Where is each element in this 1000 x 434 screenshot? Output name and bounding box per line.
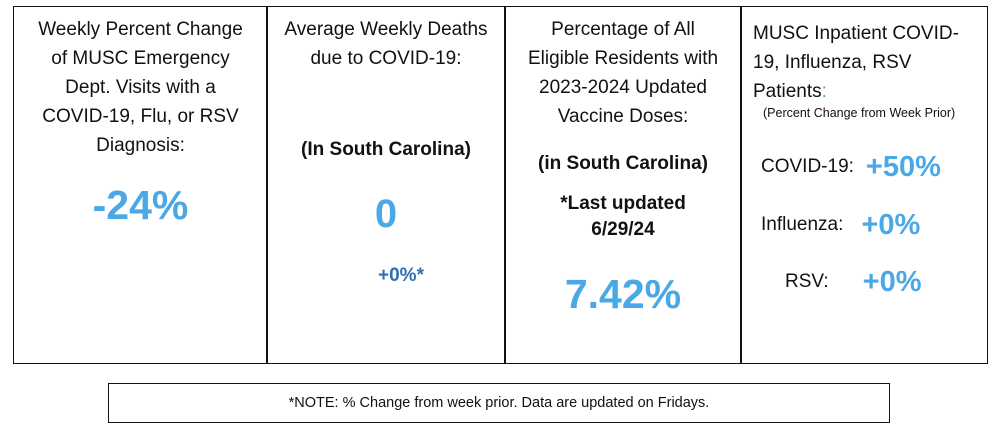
inpatient-row-influenza: Influenza: +0% bbox=[761, 205, 920, 245]
inpatient-row-covid: COVID-19: +50% bbox=[761, 147, 941, 187]
ed-visits-panel: Weekly Percent Change of MUSC Emergency … bbox=[13, 6, 268, 364]
weekly-deaths-panel: Average Weekly Deaths due to COVID-19: (… bbox=[266, 6, 506, 364]
vaccine-location: (in South Carolina) bbox=[538, 153, 708, 174]
inpatient-covid-value: +50% bbox=[865, 150, 941, 183]
ed-visits-title-line: Dept. Visits with a bbox=[65, 77, 216, 98]
weekly-deaths-title: Average Weekly Deaths due to COVID-19: bbox=[277, 15, 495, 73]
vaccine-title-line: Percentage of All bbox=[551, 19, 695, 40]
inpatient-rsv-label: RSV: bbox=[785, 271, 829, 292]
weekly-deaths-change: +0%* bbox=[378, 265, 424, 286]
ed-visits-title-line: of MUSC Emergency bbox=[51, 48, 230, 69]
inpatient-title-line: Patients bbox=[753, 81, 822, 102]
vaccine-title-line: Vaccine Doses: bbox=[557, 106, 689, 127]
vaccine-title-line: 2023-2024 Updated bbox=[539, 77, 707, 98]
weekly-deaths-value: 0 bbox=[374, 192, 398, 236]
vaccine-title-line: Eligible Residents with bbox=[527, 48, 719, 69]
weekly-deaths-location: (In South Carolina) bbox=[301, 139, 471, 160]
ed-visits-title-line: Weekly Percent Change bbox=[38, 19, 243, 40]
ed-visits-value: -24% bbox=[92, 182, 189, 228]
vaccine-last-updated: *Last updated 6/29/24 bbox=[535, 191, 711, 243]
inpatient-rsv-value: +0% bbox=[862, 265, 922, 298]
footnote-text: *NOTE: % Change from week prior. Data ar… bbox=[288, 395, 710, 411]
inpatient-panel: MUSC Inpatient COVID- 19, Influenza, RSV… bbox=[740, 6, 988, 364]
ed-visits-title-line: Diagnosis: bbox=[96, 135, 185, 156]
inpatient-title-line: 19, Influenza, RSV bbox=[753, 52, 912, 73]
inpatient-title-line: MUSC Inpatient COVID- bbox=[753, 23, 959, 44]
inpatient-title: MUSC Inpatient COVID- 19, Influenza, RSV… bbox=[753, 19, 975, 106]
vaccine-title: Percentage of All Eligible Residents wit… bbox=[513, 15, 733, 131]
inpatient-covid-label: COVID-19: bbox=[761, 156, 854, 177]
vaccine-panel: Percentage of All Eligible Residents wit… bbox=[504, 6, 742, 364]
vaccine-updated-line: *Last updated bbox=[560, 193, 686, 214]
inpatient-influenza-value: +0% bbox=[861, 208, 921, 241]
weekly-deaths-title-line: Average Weekly Deaths bbox=[284, 19, 488, 40]
vaccine-updated-line: 6/29/24 bbox=[591, 219, 655, 240]
inpatient-title-colon: : bbox=[821, 81, 827, 102]
ed-visits-title-line: COVID-19, Flu, or RSV bbox=[42, 106, 239, 127]
inpatient-subtitle: (Percent Change from Week Prior) bbox=[763, 106, 956, 120]
inpatient-row-rsv: RSV: +0% bbox=[785, 262, 922, 302]
inpatient-influenza-label: Influenza: bbox=[761, 214, 844, 235]
footnote: *NOTE: % Change from week prior. Data ar… bbox=[108, 383, 890, 423]
weekly-deaths-title-line: due to COVID-19: bbox=[310, 48, 462, 69]
ed-visits-title: Weekly Percent Change of MUSC Emergency … bbox=[30, 15, 251, 160]
vaccine-value: 7.42% bbox=[564, 271, 682, 317]
